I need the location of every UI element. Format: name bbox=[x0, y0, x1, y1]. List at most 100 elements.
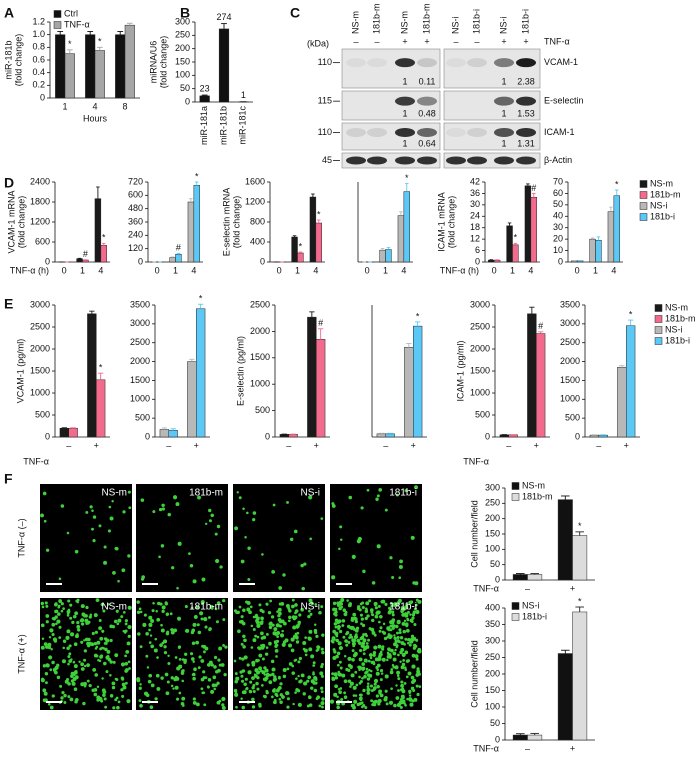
cell bbox=[246, 607, 251, 612]
cell bbox=[270, 659, 275, 664]
bar bbox=[512, 574, 528, 581]
cell bbox=[45, 614, 50, 618]
bar bbox=[617, 366, 627, 438]
significance-mark: * bbox=[299, 241, 303, 251]
cell bbox=[394, 665, 399, 670]
cell bbox=[345, 632, 348, 636]
cell bbox=[67, 682, 71, 686]
cell bbox=[381, 645, 385, 649]
bar bbox=[572, 535, 588, 581]
cell bbox=[294, 691, 297, 694]
cell bbox=[347, 640, 351, 644]
cell bbox=[80, 640, 84, 644]
cell bbox=[340, 605, 343, 609]
x-tick-label: + bbox=[570, 583, 575, 593]
cell bbox=[56, 619, 61, 624]
cell bbox=[161, 503, 165, 508]
cell bbox=[288, 662, 293, 666]
cell bbox=[260, 644, 263, 647]
cell bbox=[246, 601, 251, 605]
cell bbox=[297, 674, 300, 678]
cell bbox=[122, 510, 126, 514]
x-tick-label: 1 bbox=[383, 265, 388, 275]
cell bbox=[364, 632, 368, 636]
y-axis-label: miRNA/U6 bbox=[148, 41, 158, 84]
y-tick-label: 150 bbox=[485, 528, 500, 538]
cell bbox=[359, 613, 363, 617]
x-axis-label: TNF-α bbox=[473, 743, 499, 753]
cell bbox=[394, 639, 399, 643]
cell bbox=[143, 613, 147, 617]
cell bbox=[240, 697, 243, 700]
cell bbox=[417, 649, 422, 654]
cell bbox=[234, 692, 239, 697]
cell bbox=[116, 705, 120, 710]
cell bbox=[414, 654, 419, 659]
cell bbox=[265, 632, 269, 636]
cell bbox=[221, 696, 226, 702]
cell bbox=[126, 641, 131, 646]
cell bbox=[370, 699, 374, 703]
cell bbox=[248, 689, 252, 693]
y-tick-label: 2400 bbox=[30, 176, 50, 186]
cell bbox=[269, 599, 272, 603]
cell bbox=[97, 659, 100, 662]
cell bbox=[388, 654, 392, 658]
cell bbox=[124, 629, 128, 633]
cell bbox=[109, 638, 113, 643]
legend-label: Ctrl bbox=[64, 8, 78, 18]
cell bbox=[347, 668, 351, 672]
cell bbox=[236, 491, 239, 494]
cell bbox=[136, 678, 141, 683]
tile-label: 181b-i bbox=[389, 602, 417, 613]
cell bbox=[288, 609, 292, 613]
bar bbox=[589, 434, 600, 438]
cell bbox=[334, 631, 339, 636]
cell bbox=[339, 666, 343, 670]
cell bbox=[300, 673, 305, 678]
cell bbox=[177, 541, 182, 546]
bar bbox=[187, 201, 195, 263]
cell bbox=[111, 685, 116, 690]
significance-mark: * bbox=[629, 309, 633, 319]
bar bbox=[94, 198, 102, 263]
cell bbox=[366, 488, 370, 492]
cell bbox=[216, 601, 221, 605]
cell bbox=[98, 697, 103, 702]
cell bbox=[310, 601, 314, 606]
y-tick-label: 42 bbox=[470, 176, 480, 186]
cell bbox=[395, 684, 398, 687]
cell bbox=[244, 677, 248, 681]
cell bbox=[47, 702, 51, 706]
cell bbox=[400, 683, 404, 688]
x-tick-label: 0 bbox=[492, 265, 497, 275]
cell bbox=[310, 654, 315, 659]
legend-label: NS-i bbox=[665, 324, 683, 334]
band-quantity: 0.11 bbox=[419, 76, 436, 86]
cell bbox=[198, 655, 202, 659]
panel-label: A bbox=[4, 5, 14, 21]
cell bbox=[362, 645, 367, 650]
y-tick-label: 500 bbox=[475, 409, 490, 419]
cell bbox=[156, 617, 161, 622]
bar bbox=[413, 325, 423, 438]
cell bbox=[257, 646, 262, 651]
cell bbox=[240, 559, 245, 564]
cell bbox=[95, 598, 100, 602]
cell bbox=[315, 697, 319, 701]
cell bbox=[416, 692, 420, 697]
cell bbox=[309, 612, 313, 616]
y-tick-label: 1500 bbox=[30, 365, 50, 375]
cell bbox=[247, 546, 251, 550]
cell bbox=[382, 622, 386, 626]
cell bbox=[77, 628, 81, 632]
cell bbox=[394, 648, 397, 652]
cell bbox=[295, 640, 300, 644]
cell bbox=[334, 610, 338, 614]
y-tick-label: 1500 bbox=[560, 375, 580, 385]
y-tick-label: 3000 bbox=[30, 299, 50, 309]
bar bbox=[379, 249, 386, 263]
cell bbox=[399, 636, 404, 640]
cell bbox=[321, 650, 325, 655]
legend-swatch bbox=[654, 337, 663, 345]
